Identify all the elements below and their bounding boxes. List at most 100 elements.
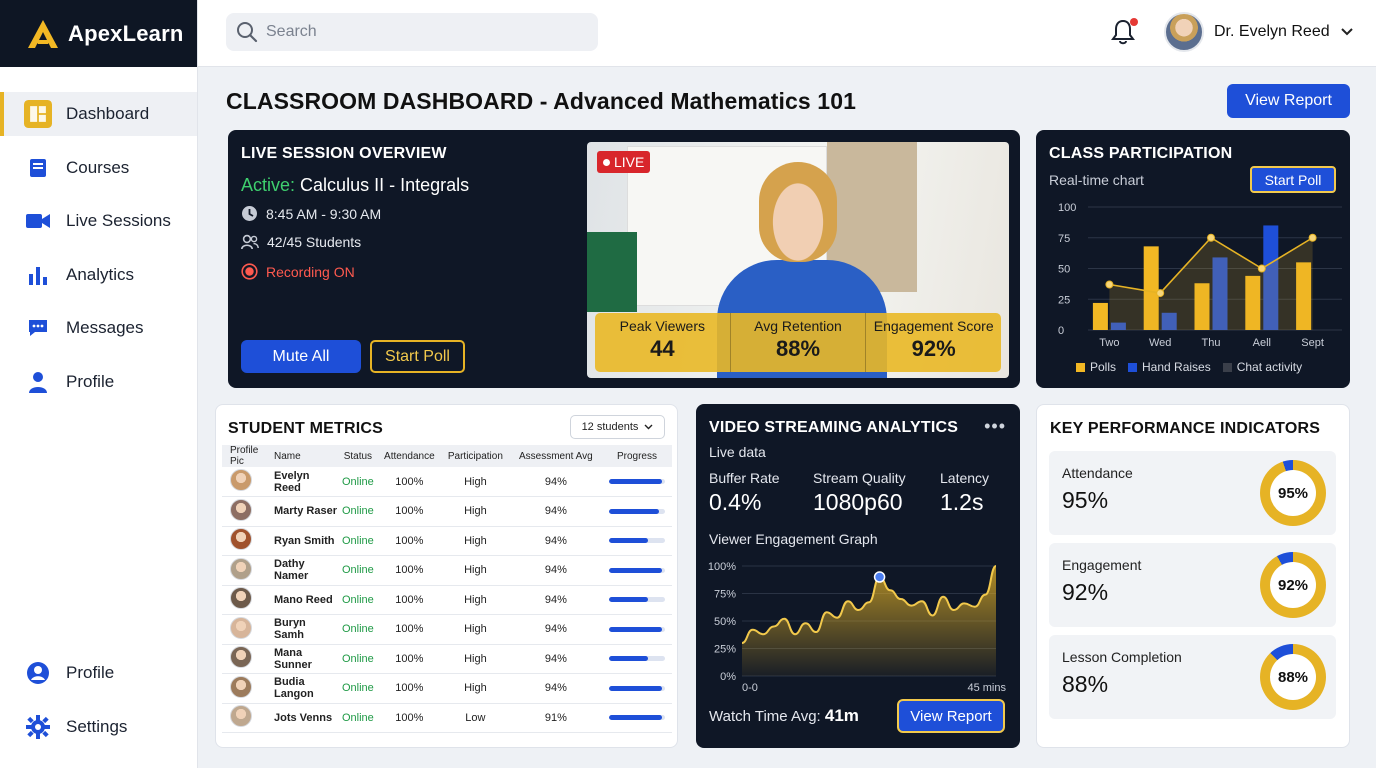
cell-name: Jots Venns xyxy=(274,703,338,733)
cell-status: Online xyxy=(338,703,378,733)
column-header[interactable]: Progress xyxy=(601,445,672,467)
table-row[interactable]: Buryn Samh Online 100% High 94% xyxy=(222,614,672,645)
start-poll-button[interactable]: Start Poll xyxy=(1250,166,1336,193)
table-row[interactable]: Evelyn Reed Online 100% High 94% xyxy=(222,467,672,497)
sidebar-item-analytics[interactable]: Analytics xyxy=(0,253,197,297)
gear-icon xyxy=(24,713,52,741)
sidebar-item-courses[interactable]: Courses xyxy=(0,146,197,190)
x-tick-label: Two xyxy=(1099,337,1119,349)
sidebar-item-dashboard[interactable]: Dashboard xyxy=(0,92,197,136)
cell-progress xyxy=(601,673,672,704)
cell-profile-pic xyxy=(222,555,274,586)
recording-status: Recording ON xyxy=(266,263,355,280)
sidebar: ApexLearn Dashboard Courses Live Session… xyxy=(0,0,198,768)
cell-participation: High xyxy=(440,673,510,704)
view-report-button[interactable]: View Report xyxy=(897,699,1005,733)
table-row[interactable]: Mano Reed Online 100% High 94% xyxy=(222,585,672,615)
avatar xyxy=(230,705,252,728)
legend-chat-activity: Chat activity xyxy=(1222,360,1302,374)
kpi-value: 88% xyxy=(1062,671,1109,697)
cell-attendance: 100% xyxy=(377,555,441,586)
cell-name: Evelyn Reed xyxy=(274,467,338,497)
column-header[interactable]: Status xyxy=(338,445,378,467)
sidebar-item-live-sessions[interactable]: Live Sessions xyxy=(0,199,197,243)
engagement-line xyxy=(741,565,997,644)
session-students-row: 42/45 Students xyxy=(241,234,361,250)
user-menu[interactable]: Dr. Evelyn Reed xyxy=(1164,12,1354,52)
mute-all-button[interactable]: Mute All xyxy=(241,340,361,373)
kpi-engagement[interactable]: Engagement 92% 92% xyxy=(1049,543,1336,627)
table-row[interactable]: Jots Venns Online 100% Low 91% xyxy=(222,703,672,733)
column-header: Profile Pic xyxy=(222,445,274,467)
user-name: Dr. Evelyn Reed xyxy=(1214,23,1330,40)
search-box[interactable] xyxy=(226,13,598,51)
watch-time-label: Watch Time Avg: xyxy=(709,708,821,725)
sidebar-item-settings[interactable]: Settings xyxy=(0,705,197,749)
table-row[interactable]: Ryan Smith Online 100% High 94% xyxy=(222,526,672,556)
chat-activity-point xyxy=(1105,280,1114,289)
chat-activity-point xyxy=(1156,289,1165,298)
cell-status: Online xyxy=(338,467,378,497)
kpi-ring: 95% xyxy=(1260,460,1326,526)
y-tick-label: 50 xyxy=(1058,264,1070,276)
y-tick-label: 100% xyxy=(708,561,736,573)
x-tick-label: Sept xyxy=(1301,337,1324,349)
progress-bar xyxy=(608,538,665,544)
bar-polls xyxy=(1092,302,1108,330)
kpi-title: KEY PERFORMANCE INDICATORS xyxy=(1050,420,1321,437)
column-header[interactable]: Assessment Avg xyxy=(509,445,602,467)
avatar xyxy=(230,557,252,580)
table-row[interactable]: Budia Langon Online 100% High 94% xyxy=(222,673,672,704)
table-row[interactable]: Marty Raser Online 100% High 94% xyxy=(222,496,672,527)
column-header[interactable]: Participation xyxy=(440,445,510,467)
more-options-icon[interactable]: ••• xyxy=(984,416,1006,436)
page-title: CLASSROOM DASHBOARD - Advanced Mathemati… xyxy=(226,88,856,114)
view-report-button[interactable]: View Report xyxy=(1227,84,1350,118)
video-stats-bar: Peak Viewers 44 Avg Retention 88% Engage… xyxy=(595,313,1001,372)
cell-participation: High xyxy=(440,555,510,586)
people-icon xyxy=(241,234,259,250)
avatar xyxy=(230,675,252,698)
progress-bar xyxy=(608,656,665,662)
x-tick-label: Wed xyxy=(1149,337,1171,349)
engagement-peak-point xyxy=(873,571,886,583)
cell-attendance: 100% xyxy=(377,496,441,527)
chat-icon xyxy=(24,314,52,342)
cell-name: Dathy Namer xyxy=(274,555,338,586)
start-poll-button[interactable]: Start Poll xyxy=(370,340,465,373)
kpi-lesson-completion[interactable]: Lesson Completion 88% 88% xyxy=(1049,635,1336,719)
cell-attendance: 100% xyxy=(377,673,441,704)
session-time: 8:45 AM - 9:30 AM xyxy=(266,205,382,222)
cell-participation: High xyxy=(440,496,510,527)
cell-participation: High xyxy=(440,614,510,645)
sidebar-item-profile[interactable]: Profile xyxy=(0,360,197,404)
cell-status: Online xyxy=(338,673,378,704)
brand[interactable]: ApexLearn xyxy=(0,0,197,67)
cell-progress xyxy=(601,614,672,645)
cell-profile-pic xyxy=(222,526,274,556)
sidebar-item-label: Profile xyxy=(66,371,115,391)
kpi-attendance[interactable]: Attendance 95% 95% xyxy=(1049,451,1336,535)
table-row[interactable]: Mana Sunner Online 100% High 94% xyxy=(222,644,672,674)
bar-polls xyxy=(1296,262,1312,330)
sidebar-item-messages[interactable]: Messages xyxy=(0,306,197,350)
search-input[interactable] xyxy=(266,23,566,41)
student-count-dropdown[interactable]: 12 students xyxy=(570,415,665,439)
chat-activity-area xyxy=(1109,237,1313,330)
participation-legend: Polls Hand Raises Chat activity xyxy=(1076,360,1302,374)
video-camera-icon xyxy=(24,207,52,235)
column-header[interactable]: Attendance xyxy=(377,445,441,467)
live-video-feed[interactable]: LIVE Peak Viewers 44 Avg Retention 88% E… xyxy=(587,142,1009,378)
y-tick-label: 0% xyxy=(720,671,736,683)
cell-assessment: 94% xyxy=(509,614,602,645)
cell-attendance: 100% xyxy=(377,526,441,556)
cell-assessment: 94% xyxy=(509,585,602,615)
metric-value: 1.2s xyxy=(940,489,984,515)
table-row[interactable]: Dathy Namer Online 100% High 94% xyxy=(222,555,672,586)
sidebar-item-account-profile[interactable]: Profile xyxy=(0,651,197,695)
notification-bell-icon[interactable] xyxy=(1110,18,1140,48)
x-tick-label: 0-0 xyxy=(742,682,758,694)
stat-engagement-score: Engagement Score 92% xyxy=(866,313,1001,372)
streaming-subtitle: Live data xyxy=(709,444,766,460)
book-icon xyxy=(24,154,52,182)
